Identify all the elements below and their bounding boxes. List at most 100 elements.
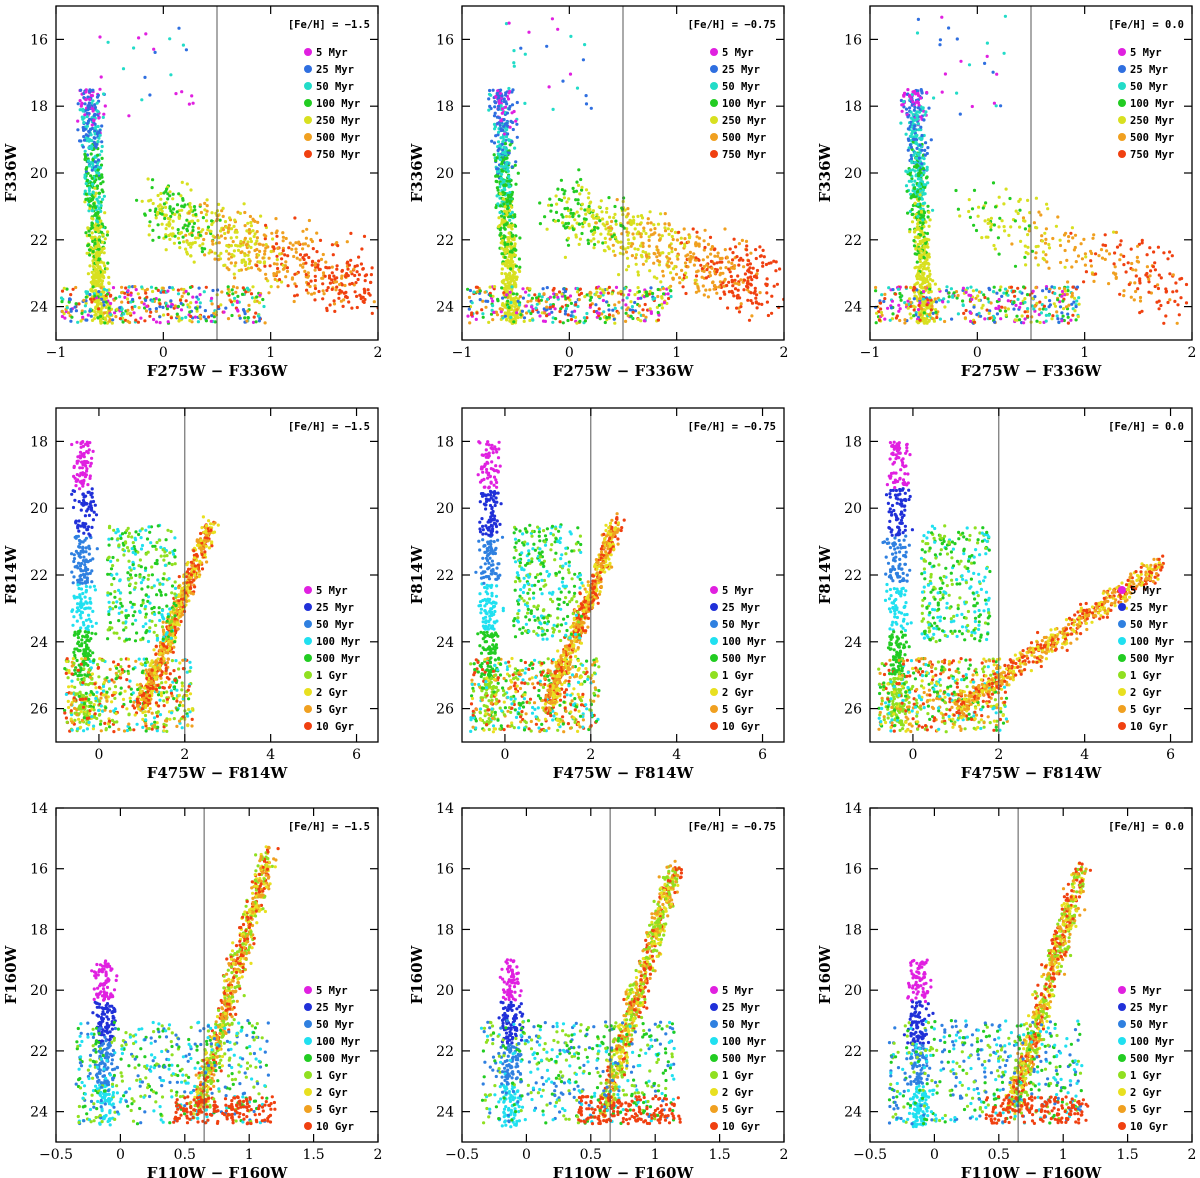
data-point (599, 291, 603, 295)
data-point (683, 244, 687, 248)
data-point (553, 219, 558, 223)
data-point (286, 284, 290, 288)
data-point (968, 215, 973, 219)
data-point (977, 205, 981, 209)
data-point (1039, 311, 1043, 315)
data-point (629, 244, 633, 248)
data-point (504, 105, 508, 109)
data-point (591, 214, 595, 218)
data-point (987, 221, 992, 225)
data-point (333, 309, 337, 313)
data-point (739, 305, 743, 309)
data-point (643, 302, 647, 307)
data-point (584, 94, 588, 98)
data-point (323, 274, 327, 278)
data-point (983, 317, 987, 321)
data-point (500, 246, 504, 250)
data-point (721, 281, 725, 285)
data-point (340, 274, 344, 278)
data-point (190, 233, 194, 237)
data-point (226, 230, 230, 234)
data-point (184, 289, 188, 293)
data-point (1157, 299, 1161, 303)
data-point (986, 218, 991, 222)
data-point (267, 291, 271, 295)
data-point (745, 253, 749, 257)
data-point (1026, 198, 1030, 202)
data-point (504, 93, 508, 97)
data-point (665, 255, 669, 259)
data-point (510, 205, 514, 209)
data-point (500, 111, 504, 115)
data-point (636, 270, 640, 274)
data-point (168, 194, 172, 198)
data-point (506, 207, 510, 211)
data-point (497, 147, 501, 151)
data-point (197, 286, 201, 290)
data-point (925, 168, 929, 172)
data-point (87, 229, 91, 233)
data-point (601, 241, 605, 245)
data-point (669, 271, 673, 275)
data-point (176, 292, 181, 296)
data-point (1063, 265, 1067, 269)
data-point (168, 37, 172, 41)
data-point (551, 304, 555, 308)
data-point (648, 290, 652, 294)
data-point (140, 285, 144, 289)
data-point (231, 285, 236, 289)
data-point (258, 249, 262, 253)
data-point (506, 204, 510, 208)
data-point (93, 160, 98, 164)
data-point (607, 313, 612, 317)
data-point (1047, 246, 1052, 250)
data-point (917, 210, 921, 214)
data-point (647, 244, 651, 248)
data-point (120, 300, 124, 304)
data-point (144, 291, 148, 295)
data-point (276, 246, 280, 250)
data-point (725, 256, 729, 260)
data-point (86, 119, 91, 123)
x-tick-label: 2 (374, 345, 383, 361)
data-point (915, 277, 920, 281)
data-point (614, 219, 618, 223)
data-point (731, 291, 735, 295)
data-point (305, 227, 309, 231)
data-point (503, 311, 507, 315)
data-point (725, 283, 729, 288)
data-point (1059, 260, 1063, 265)
data-point (916, 164, 920, 168)
data-point (496, 140, 501, 144)
data-point (1009, 225, 1013, 229)
data-point (641, 250, 645, 254)
data-point (355, 305, 359, 310)
data-point (96, 199, 100, 203)
data-point (1016, 211, 1020, 216)
data-point (961, 303, 965, 307)
data-point (765, 277, 769, 281)
data-point (168, 206, 172, 210)
data-point (1026, 307, 1030, 311)
data-point (97, 298, 101, 302)
data-point (649, 286, 653, 290)
data-point (96, 316, 100, 320)
data-point (600, 312, 604, 316)
data-point (251, 285, 255, 289)
data-point (1122, 254, 1126, 258)
data-point (97, 290, 101, 294)
data-point (906, 299, 910, 303)
data-point (285, 266, 289, 270)
data-point (98, 265, 102, 269)
data-point (1114, 230, 1118, 234)
data-point (203, 247, 207, 251)
data-point (730, 280, 735, 284)
data-point (162, 313, 166, 317)
data-point (96, 303, 100, 307)
data-point (577, 222, 582, 226)
data-point (598, 317, 602, 321)
data-point (83, 173, 87, 177)
data-point (504, 135, 509, 139)
data-point (678, 281, 682, 285)
data-point (886, 306, 890, 310)
